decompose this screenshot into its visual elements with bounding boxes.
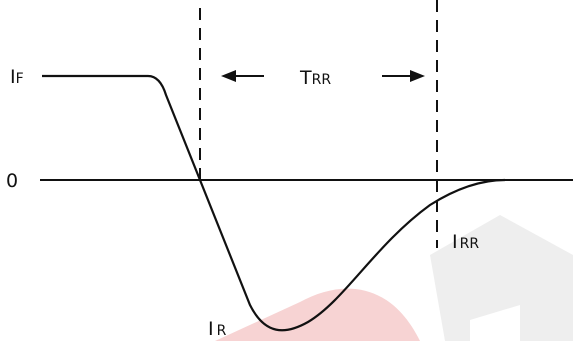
trr-left-arrow [221,70,264,82]
arrowhead-right-icon [410,70,425,82]
forward-current-label: IF [10,66,24,88]
arrowhead-left-icon [221,70,236,82]
recovery-current-curve [42,74,506,332]
watermark-logo [215,215,573,341]
irr-label: I RR [452,231,479,253]
trr-right-arrow [382,70,425,82]
watermark-gray-shape [430,215,573,341]
zero-label: 0 [6,170,18,192]
trr-label: TRR [299,67,331,89]
